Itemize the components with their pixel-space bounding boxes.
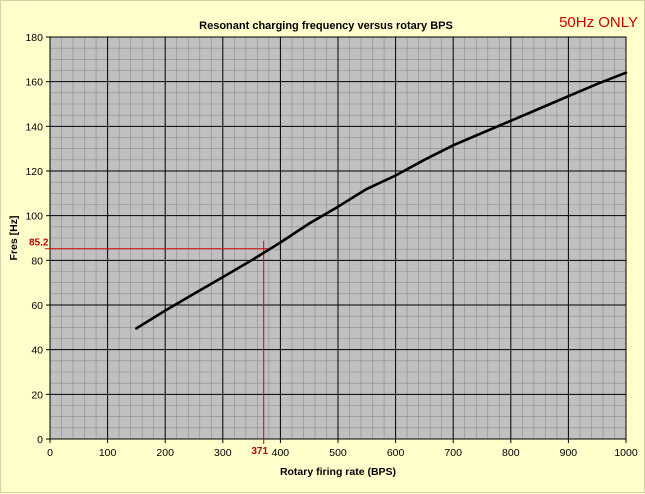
chart-title: Resonant charging frequency versus rotar…: [199, 20, 453, 32]
x-tick-label: 200: [156, 447, 174, 459]
y-tick-label: 0: [37, 434, 43, 446]
y-tick-label: 60: [31, 300, 43, 312]
y-tick-label: 140: [25, 121, 43, 133]
y-tick-label: 100: [25, 211, 43, 223]
y-tick-label: 120: [25, 166, 43, 178]
x-tick-label: 600: [387, 447, 405, 459]
value-marker: 85.2 371: [29, 238, 272, 457]
x-tick-label: 100: [99, 447, 117, 459]
x-tick-label: 900: [560, 447, 578, 459]
x-tick-labels: 0 100 200 300 400 500 600 700 800 900 1000: [47, 439, 638, 459]
y-tick-label: 40: [31, 345, 43, 357]
frequency-badge: 50Hz ONLY: [559, 14, 638, 31]
x-axis-title: Rotary firing rate (BPS): [280, 466, 396, 478]
x-tick-label: 300: [214, 447, 232, 459]
marker-x-label: 371: [251, 446, 268, 457]
y-tick-label: 20: [31, 389, 43, 401]
y-tick-label: 80: [31, 255, 43, 267]
x-tick-label: 1000: [614, 447, 638, 459]
y-tick-label: 180: [25, 32, 43, 44]
series-line: [135, 71, 628, 330]
x-tick-label: 700: [444, 447, 462, 459]
y-tick-labels: 0 20 40 60 80 100 120 140 160 180: [25, 32, 50, 446]
x-tick-label: 500: [329, 447, 347, 459]
marker-y-label: 85.2: [29, 238, 49, 249]
x-tick-label: 400: [272, 447, 290, 459]
y-tick-label: 160: [25, 77, 43, 89]
x-tick-label: 0: [47, 447, 53, 459]
y-axis-title: Fres [Hz]: [8, 216, 20, 261]
x-tick-label: 800: [502, 447, 520, 459]
